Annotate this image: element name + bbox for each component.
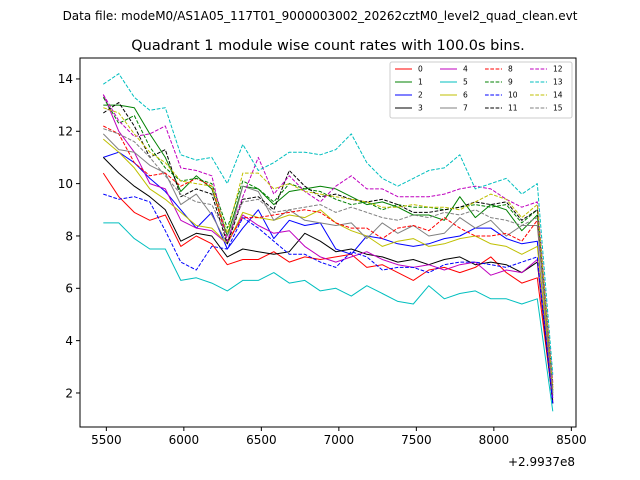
legend-label-4: 4 <box>463 65 468 74</box>
y-tick-label: 10 <box>58 177 73 191</box>
series-line-10 <box>103 193 554 404</box>
x-tick-label: 5500 <box>91 433 122 447</box>
legend-label-5: 5 <box>463 78 468 87</box>
x-offset-label: +2.9937e8 <box>508 455 575 469</box>
series-line-7 <box>102 133 554 394</box>
legend-label-14: 14 <box>553 91 563 100</box>
legend-label-10: 10 <box>508 91 518 100</box>
x-tick-label: 7500 <box>401 433 432 447</box>
series-line-11 <box>103 102 554 386</box>
y-tick-label: 4 <box>65 334 73 348</box>
y-tick-label: 6 <box>65 282 73 296</box>
series-line-15 <box>103 128 554 394</box>
series-line-1 <box>103 104 554 396</box>
y-tick-label: 14 <box>58 72 73 86</box>
y-tick-label: 2 <box>65 386 73 400</box>
series-line-9 <box>102 97 554 391</box>
chart-title: Quadrant 1 module wise count rates with … <box>131 38 525 54</box>
data-file-label: Data file: modeM0/AS1A05_117T01_90000030… <box>63 9 578 23</box>
legend-box <box>389 61 573 119</box>
legend-label-3: 3 <box>418 104 423 113</box>
series-line-12 <box>102 94 554 383</box>
series-line-5 <box>103 222 554 412</box>
x-tick-label: 6000 <box>169 433 200 447</box>
x-tick-label: 8500 <box>556 433 587 447</box>
legend-label-7: 7 <box>463 104 468 113</box>
legend-label-6: 6 <box>463 91 468 100</box>
legend-label-2: 2 <box>418 91 423 100</box>
axes-frame <box>79 57 577 428</box>
legend-label-12: 12 <box>553 65 563 74</box>
series-line-0 <box>102 172 554 401</box>
legend-label-8: 8 <box>508 65 513 74</box>
legend-label-9: 9 <box>508 78 513 87</box>
series-line-13 <box>103 73 554 375</box>
series-line-8 <box>103 125 554 388</box>
y-tick-label: 12 <box>58 125 73 139</box>
series-line-3 <box>102 157 554 404</box>
legend-label-11: 11 <box>508 104 518 113</box>
series-layer <box>102 73 554 412</box>
series-line-6 <box>102 138 554 391</box>
x-tick-label: 8000 <box>479 433 510 447</box>
y-tick-label: 8 <box>65 229 73 243</box>
legend-label-1: 1 <box>418 78 423 87</box>
series-line-4 <box>102 94 554 399</box>
legend-label-0: 0 <box>418 65 423 74</box>
x-tick-label: 7000 <box>324 433 355 447</box>
x-tick-label: 6500 <box>246 433 277 447</box>
series-line-2 <box>103 151 554 404</box>
legend-label-15: 15 <box>553 104 563 113</box>
series-line-14 <box>103 107 554 388</box>
legend-label-13: 13 <box>553 78 563 87</box>
